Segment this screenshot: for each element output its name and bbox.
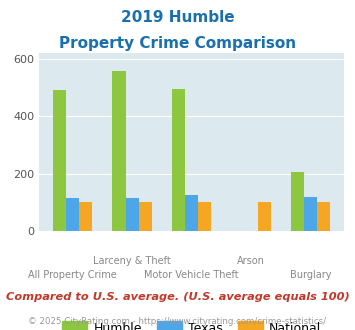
Bar (66, 198, 79, 231)
Text: © 2025 CityRating.com - https://www.cityrating.com/crime-statistics/: © 2025 CityRating.com - https://www.city… (28, 317, 327, 326)
Text: Arson: Arson (237, 256, 265, 266)
Bar (113, 72, 126, 231)
Legend: Humble, Texas, National: Humble, Texas, National (57, 316, 326, 330)
Bar (185, 195, 198, 231)
Text: Burglary: Burglary (290, 270, 332, 280)
Text: Motor Vehicle Theft: Motor Vehicle Theft (144, 270, 239, 280)
Bar (317, 202, 331, 231)
Bar (198, 202, 211, 231)
Bar (304, 196, 317, 231)
Bar (126, 198, 139, 231)
Text: Property Crime Comparison: Property Crime Comparison (59, 36, 296, 51)
Bar (172, 89, 185, 231)
Bar (53, 90, 66, 231)
Text: Compared to U.S. average. (U.S. average equals 100): Compared to U.S. average. (U.S. average … (6, 292, 349, 302)
Text: Larceny & Theft: Larceny & Theft (93, 256, 171, 266)
Bar (139, 202, 152, 231)
Bar (79, 202, 92, 231)
Bar (258, 202, 271, 231)
Text: All Property Crime: All Property Crime (28, 270, 117, 280)
Text: 2019 Humble: 2019 Humble (121, 10, 234, 25)
Bar (291, 172, 304, 231)
